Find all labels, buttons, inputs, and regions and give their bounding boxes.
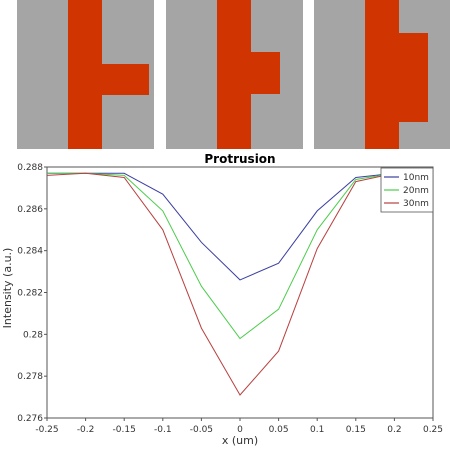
x-tick-label: -0.2	[77, 425, 95, 435]
axes: -0.25 -0.2 -0.15 -0.1 -0.05 0 0.05 0.1 0.15 0.2 0.…	[17, 163, 443, 435]
y-tick-label: 0.278	[17, 372, 43, 382]
protrusion-bump	[399, 33, 428, 122]
y-tick-label: 0.288	[17, 163, 43, 173]
protrusion-bump	[251, 52, 280, 94]
x-tick-label: 0.1	[310, 425, 324, 435]
legend-label-10nm: 10nm	[403, 173, 429, 183]
legend-label-30nm: 30nm	[403, 199, 429, 209]
series	[46, 172, 433, 396]
y-tick-label: 0.282	[17, 289, 43, 299]
x-tick-label: 0.15	[346, 425, 366, 435]
y-tick-label: 0.28	[23, 330, 43, 340]
x-tick-label: 0	[237, 425, 243, 435]
y-axis-label: Intensity (a.u.)	[1, 248, 14, 329]
legend-label-20nm: 20nm	[403, 186, 429, 196]
y-tick-label: 0.286	[17, 205, 43, 215]
protrusion-panel-20nm	[166, 0, 303, 149]
series-line-30nm	[46, 172, 433, 396]
series-line-10nm	[47, 172, 433, 281]
x-axis-label: x (um)	[222, 434, 258, 447]
protrusion-panel-10nm	[17, 0, 154, 149]
series-line-20nm	[47, 172, 433, 340]
feature-line	[68, 0, 102, 149]
x-tick-label: -0.15	[113, 425, 136, 435]
x-tick-label: -0.1	[154, 425, 172, 435]
chart-title: Protrusion	[204, 152, 275, 166]
x-tick-label: -0.05	[190, 425, 213, 435]
protrusion-bump	[102, 64, 149, 95]
y-tick-label: 0.284	[17, 247, 43, 257]
feature-line	[365, 0, 399, 149]
x-tick-label: 0.25	[423, 425, 443, 435]
protrusion-panels	[0, 0, 450, 152]
intensity-chart: -0.25 -0.2 -0.15 -0.1 -0.05 0 0.05 0.1 0.15 0.2 0.…	[1, 152, 443, 447]
plot-frame	[46, 166, 434, 419]
feature-line	[217, 0, 251, 149]
legend: 10nm 20nm 30nm	[380, 167, 434, 213]
x-tick-label: -0.25	[35, 425, 58, 435]
x-tick-label: 0.05	[269, 425, 289, 435]
x-tick-label: 0.2	[387, 425, 401, 435]
protrusion-panel-30nm	[314, 0, 450, 149]
y-tick-label: 0.276	[17, 414, 43, 424]
